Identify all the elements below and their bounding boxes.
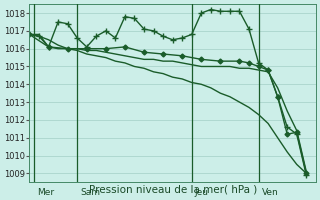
X-axis label: Pression niveau de la mer( hPa ): Pression niveau de la mer( hPa ) — [89, 185, 257, 195]
Text: Sam: Sam — [80, 188, 100, 197]
Text: Jeu: Jeu — [195, 188, 209, 197]
Text: Ven: Ven — [261, 188, 278, 197]
Text: Mer: Mer — [37, 188, 54, 197]
